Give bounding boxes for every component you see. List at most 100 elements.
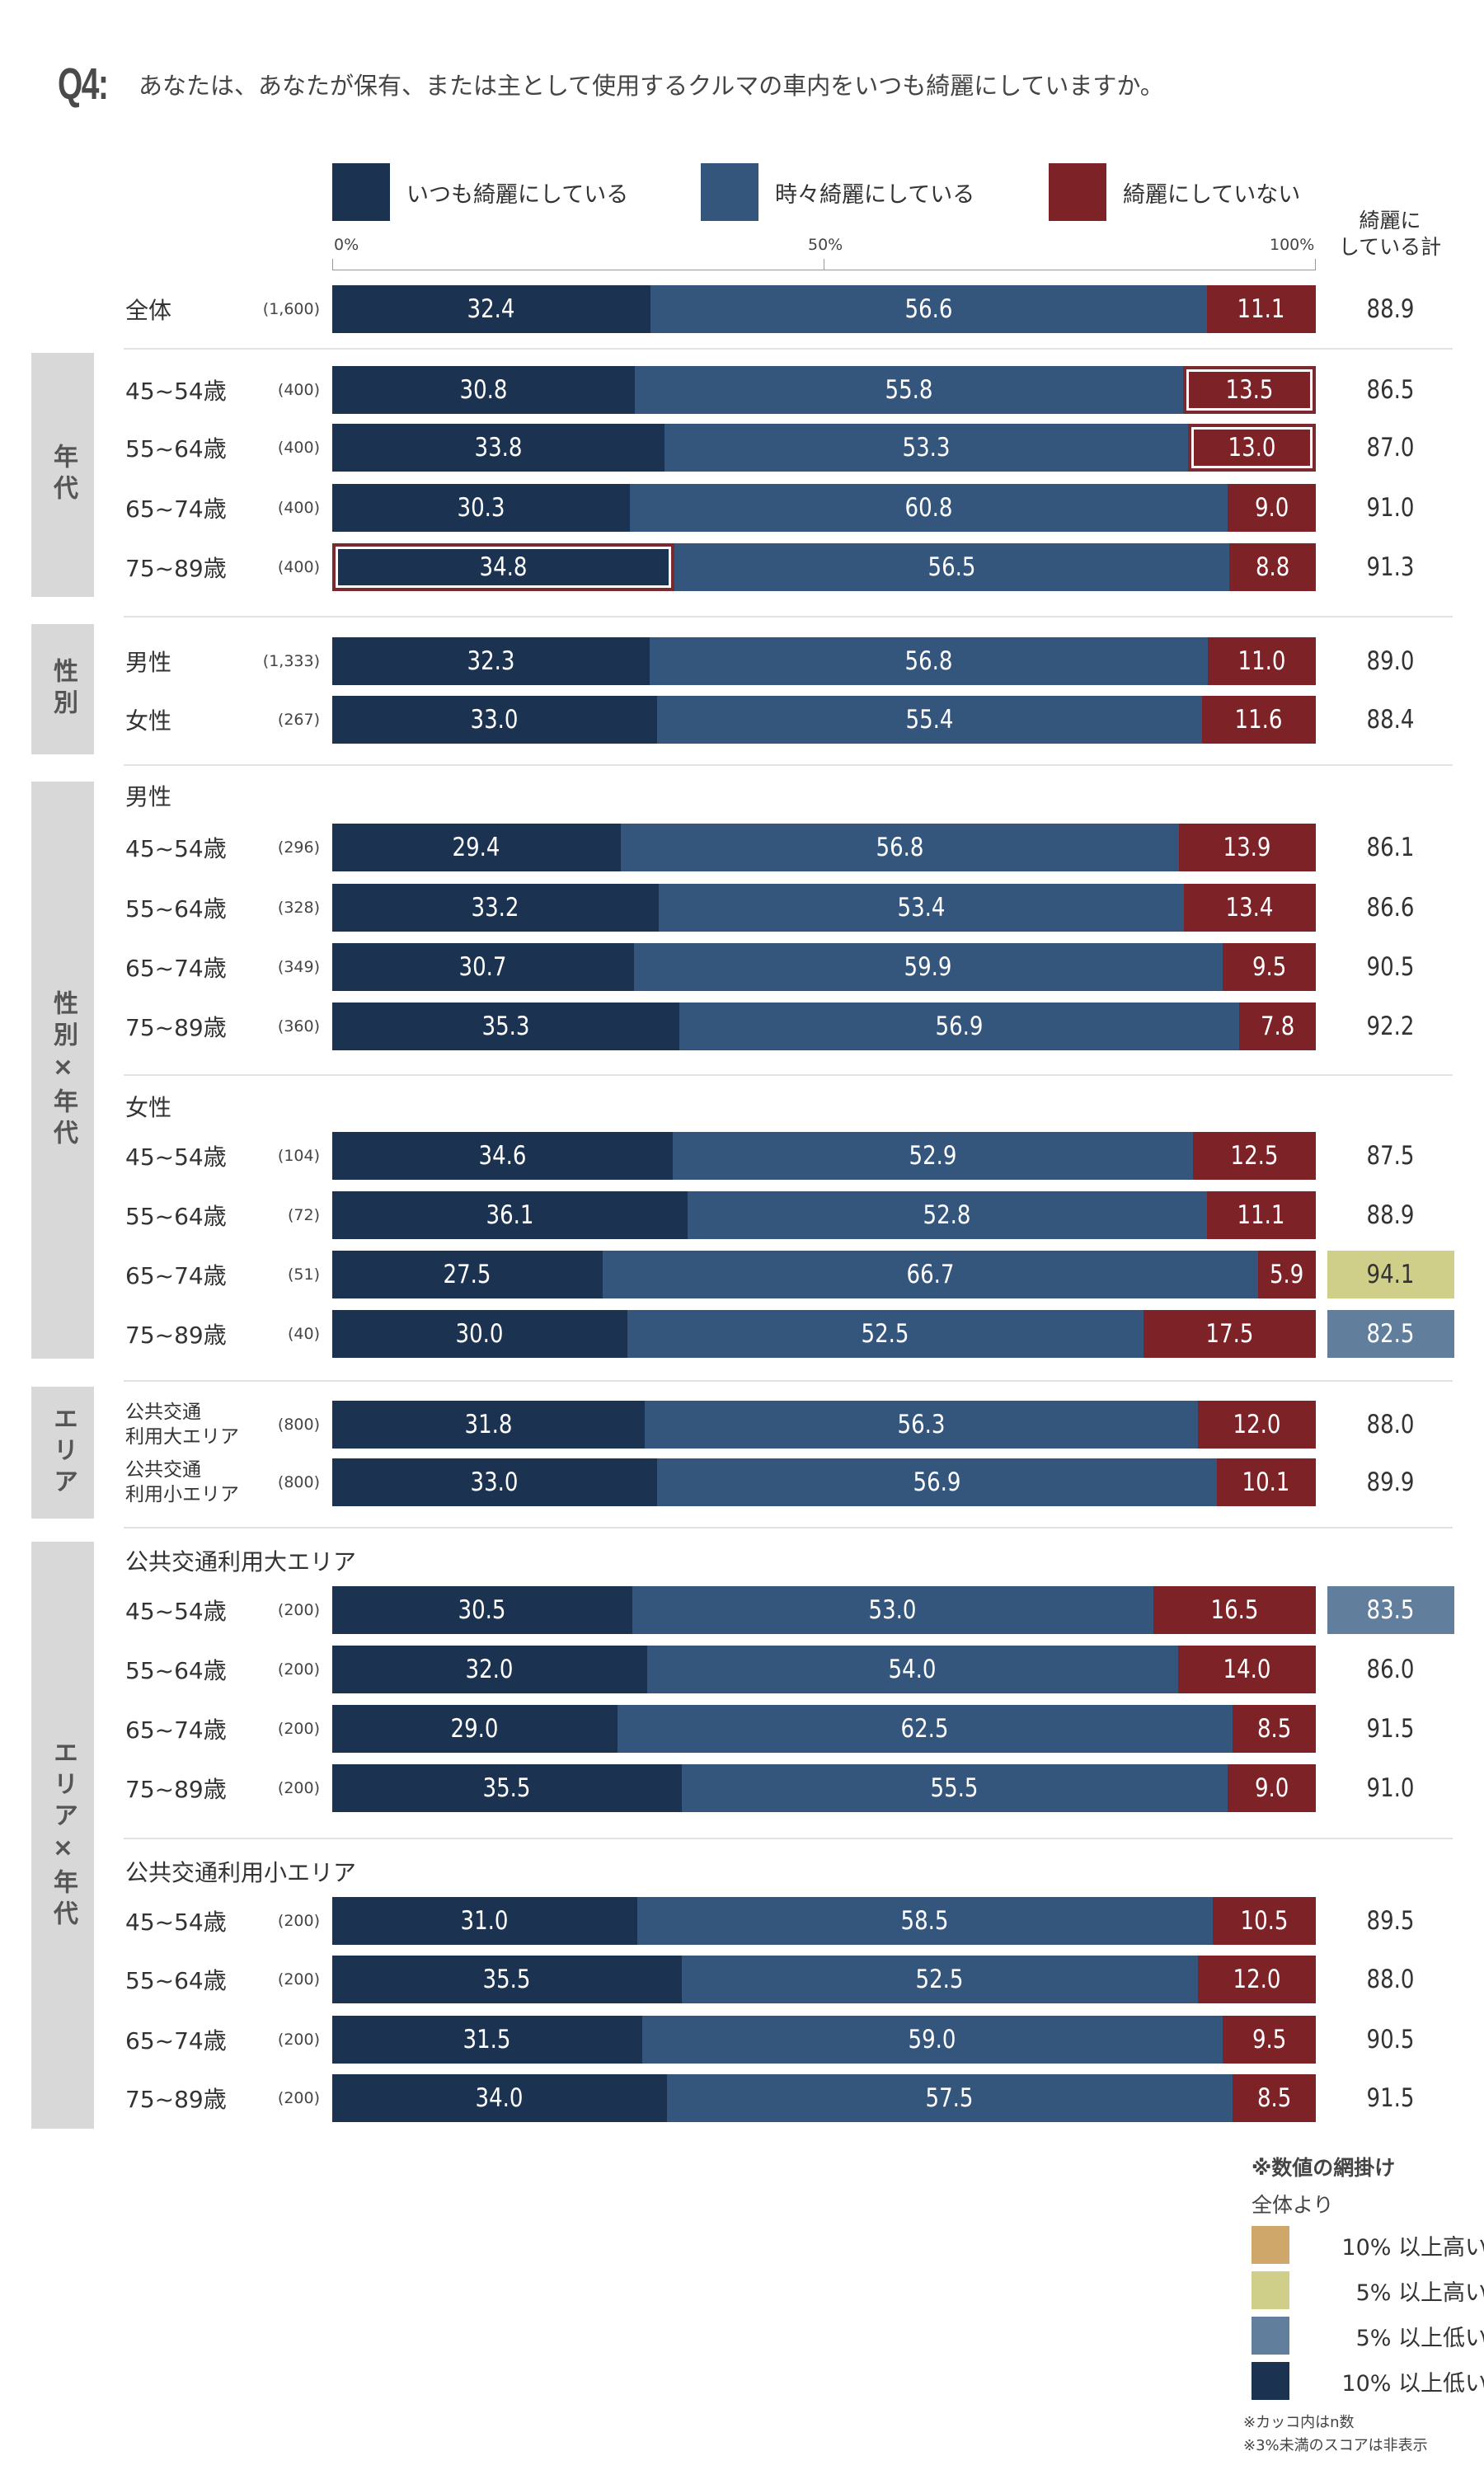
total-value-text: 83.5 xyxy=(1367,1595,1415,1625)
bar-segment-sometimes: 56.8 xyxy=(621,824,1179,871)
total-value-text: 91.3 xyxy=(1367,552,1415,582)
bar-segment-always: 34.8 xyxy=(332,543,674,591)
bar-segment-sometimes: 55.5 xyxy=(682,1764,1228,1812)
bar-segment-not: 13.5 xyxy=(1183,366,1316,414)
bar-value-label: 34.8 xyxy=(479,552,528,582)
total-value: 86.5 xyxy=(1327,366,1454,414)
row-n-count: (1,333) xyxy=(262,652,320,670)
total-value: 91.0 xyxy=(1327,1764,1454,1812)
stacked-bar: 35.5 55.5 9.0 xyxy=(332,1764,1316,1812)
row-label: 45~54歳 xyxy=(125,1143,227,1171)
stacked-bar: 30.0 52.5 17.5 xyxy=(332,1310,1316,1358)
row-n-count: (800) xyxy=(277,1473,320,1491)
bar-value-label: 55.4 xyxy=(905,705,954,735)
row-label-line: 公共交通 xyxy=(125,1402,201,1423)
row-n-count: (72) xyxy=(287,1206,320,1224)
row-n-count: (360) xyxy=(277,1017,320,1035)
bar-value-label: 11.6 xyxy=(1235,705,1283,735)
row-n-count: (800) xyxy=(277,1416,320,1434)
bar-segment-not: 12.5 xyxy=(1193,1132,1316,1180)
bar-segment-always: 30.0 xyxy=(332,1310,627,1358)
stacked-bar: 31.5 59.0 9.5 xyxy=(332,2016,1316,2064)
bar-segment-sometimes: 58.5 xyxy=(637,1897,1213,1945)
total-value: 89.0 xyxy=(1327,637,1454,685)
total-value-text: 87.5 xyxy=(1367,1141,1415,1171)
total-value: 89.5 xyxy=(1327,1897,1454,1945)
key-item-high10: 10% 以上高い xyxy=(1252,2226,1484,2264)
bar-value-label: 32.3 xyxy=(467,646,515,676)
row-n-count: (51) xyxy=(287,1265,320,1284)
row-n-count: (1,600) xyxy=(262,300,320,318)
total-header-line2: している計 xyxy=(1338,235,1442,259)
row-label: 65~74歳 xyxy=(125,495,227,523)
bar-segment-not: 12.0 xyxy=(1198,1956,1316,2003)
bar-segment-always: 31.8 xyxy=(332,1401,645,1449)
group-label-age-text: 年代 xyxy=(49,444,77,506)
stacked-bar: 35.3 56.9 7.8 xyxy=(332,1003,1316,1050)
bar-value-label: 59.0 xyxy=(909,2025,956,2054)
stacked-bar: 34.8 56.5 8.8 xyxy=(332,543,1316,591)
bar-value-label: 53.0 xyxy=(869,1595,917,1625)
stacked-bar: 32.0 54.0 14.0 xyxy=(332,1646,1316,1693)
total-value-text: 90.5 xyxy=(1367,2025,1415,2054)
group-panel-gender xyxy=(31,624,94,754)
bar-value-label: 10.5 xyxy=(1240,1906,1289,1936)
axis-tick-label-0: 0% xyxy=(334,236,359,254)
total-value: 82.5 xyxy=(1327,1310,1454,1358)
bar-value-label: 32.0 xyxy=(466,1655,514,1684)
bar-value-label: 56.9 xyxy=(913,1467,961,1497)
bar-segment-always: 27.5 xyxy=(332,1251,603,1298)
total-value-text: 92.2 xyxy=(1367,1012,1415,1041)
bar-segment-always: 35.5 xyxy=(332,1764,682,1812)
bar-segment-not: 10.1 xyxy=(1217,1458,1316,1506)
stacked-bar: 29.0 62.5 8.5 xyxy=(332,1705,1316,1753)
bar-value-label: 16.5 xyxy=(1210,1595,1259,1625)
total-value-text: 86.0 xyxy=(1367,1655,1415,1684)
bar-value-label: 56.5 xyxy=(928,552,976,582)
bar-value-label: 31.0 xyxy=(461,1906,509,1936)
bar-value-label: 14.0 xyxy=(1223,1655,1271,1684)
separator xyxy=(124,348,1453,350)
key-label-high5: 5% 以上高い xyxy=(1355,2280,1484,2306)
legend-item-not: 綺麗にしていない xyxy=(1049,163,1300,221)
row-n-count: (296) xyxy=(277,838,320,857)
bar-segment-not: 11.1 xyxy=(1207,285,1316,333)
question-text: あなたは、あなたが保有、または主として使用するクルマの車内をいつも綺麗にしていま… xyxy=(139,72,1164,100)
bar-segment-sometimes: 56.9 xyxy=(657,1458,1217,1506)
total-value: 91.5 xyxy=(1327,2074,1454,2122)
bar-segment-sometimes: 53.4 xyxy=(659,884,1184,932)
bar-value-label: 9.5 xyxy=(1252,2025,1287,2054)
bar-value-label: 30.8 xyxy=(459,375,508,405)
bar-segment-always: 33.0 xyxy=(332,696,657,744)
stacked-bar: 33.0 55.4 11.6 xyxy=(332,696,1316,744)
total-value-text: 86.6 xyxy=(1367,893,1415,923)
row-label: 65~74歳 xyxy=(125,2027,227,2054)
subhead-area-large: 公共交通利用大エリア xyxy=(125,1548,357,1575)
bar-value-label: 30.7 xyxy=(459,952,507,982)
bar-segment-always: 33.8 xyxy=(332,424,665,472)
row-label: 45~54歳 xyxy=(125,1909,227,1936)
total-value: 86.6 xyxy=(1327,884,1454,932)
total-value: 88.0 xyxy=(1327,1956,1454,2003)
question-header: Q4: あなたは、あなたが保有、または主として使用するクルマの車内をいつも綺麗に… xyxy=(58,59,1164,109)
bar-value-label: 11.1 xyxy=(1237,1200,1285,1230)
separator xyxy=(124,1527,1453,1528)
row-label: 65~74歳 xyxy=(125,955,227,982)
subhead-area-small: 公共交通利用小エリア xyxy=(125,1859,357,1886)
bar-segment-not: 8.5 xyxy=(1233,1705,1316,1753)
total-value: 92.2 xyxy=(1327,1003,1454,1050)
bar-value-label: 13.9 xyxy=(1223,833,1271,862)
bar-segment-sometimes: 56.8 xyxy=(650,637,1208,685)
bar-value-label: 35.5 xyxy=(483,1773,531,1803)
group-label-gender-age: 性別×年代 xyxy=(31,782,94,1359)
bar-segment-sometimes: 56.6 xyxy=(650,285,1207,333)
row-label: 55~64歳 xyxy=(125,895,227,923)
bar-segment-sometimes: 66.7 xyxy=(603,1251,1258,1298)
bar-value-label: 12.0 xyxy=(1233,1410,1281,1439)
separator xyxy=(124,1380,1453,1382)
bar-segment-always: 31.5 xyxy=(332,2016,642,2064)
legend-label-not: 綺麗にしていない xyxy=(1123,181,1301,208)
total-value-text: 89.9 xyxy=(1367,1467,1415,1497)
bar-segment-sometimes: 56.9 xyxy=(679,1003,1239,1050)
group-label-area-text: エリア xyxy=(49,1406,77,1500)
